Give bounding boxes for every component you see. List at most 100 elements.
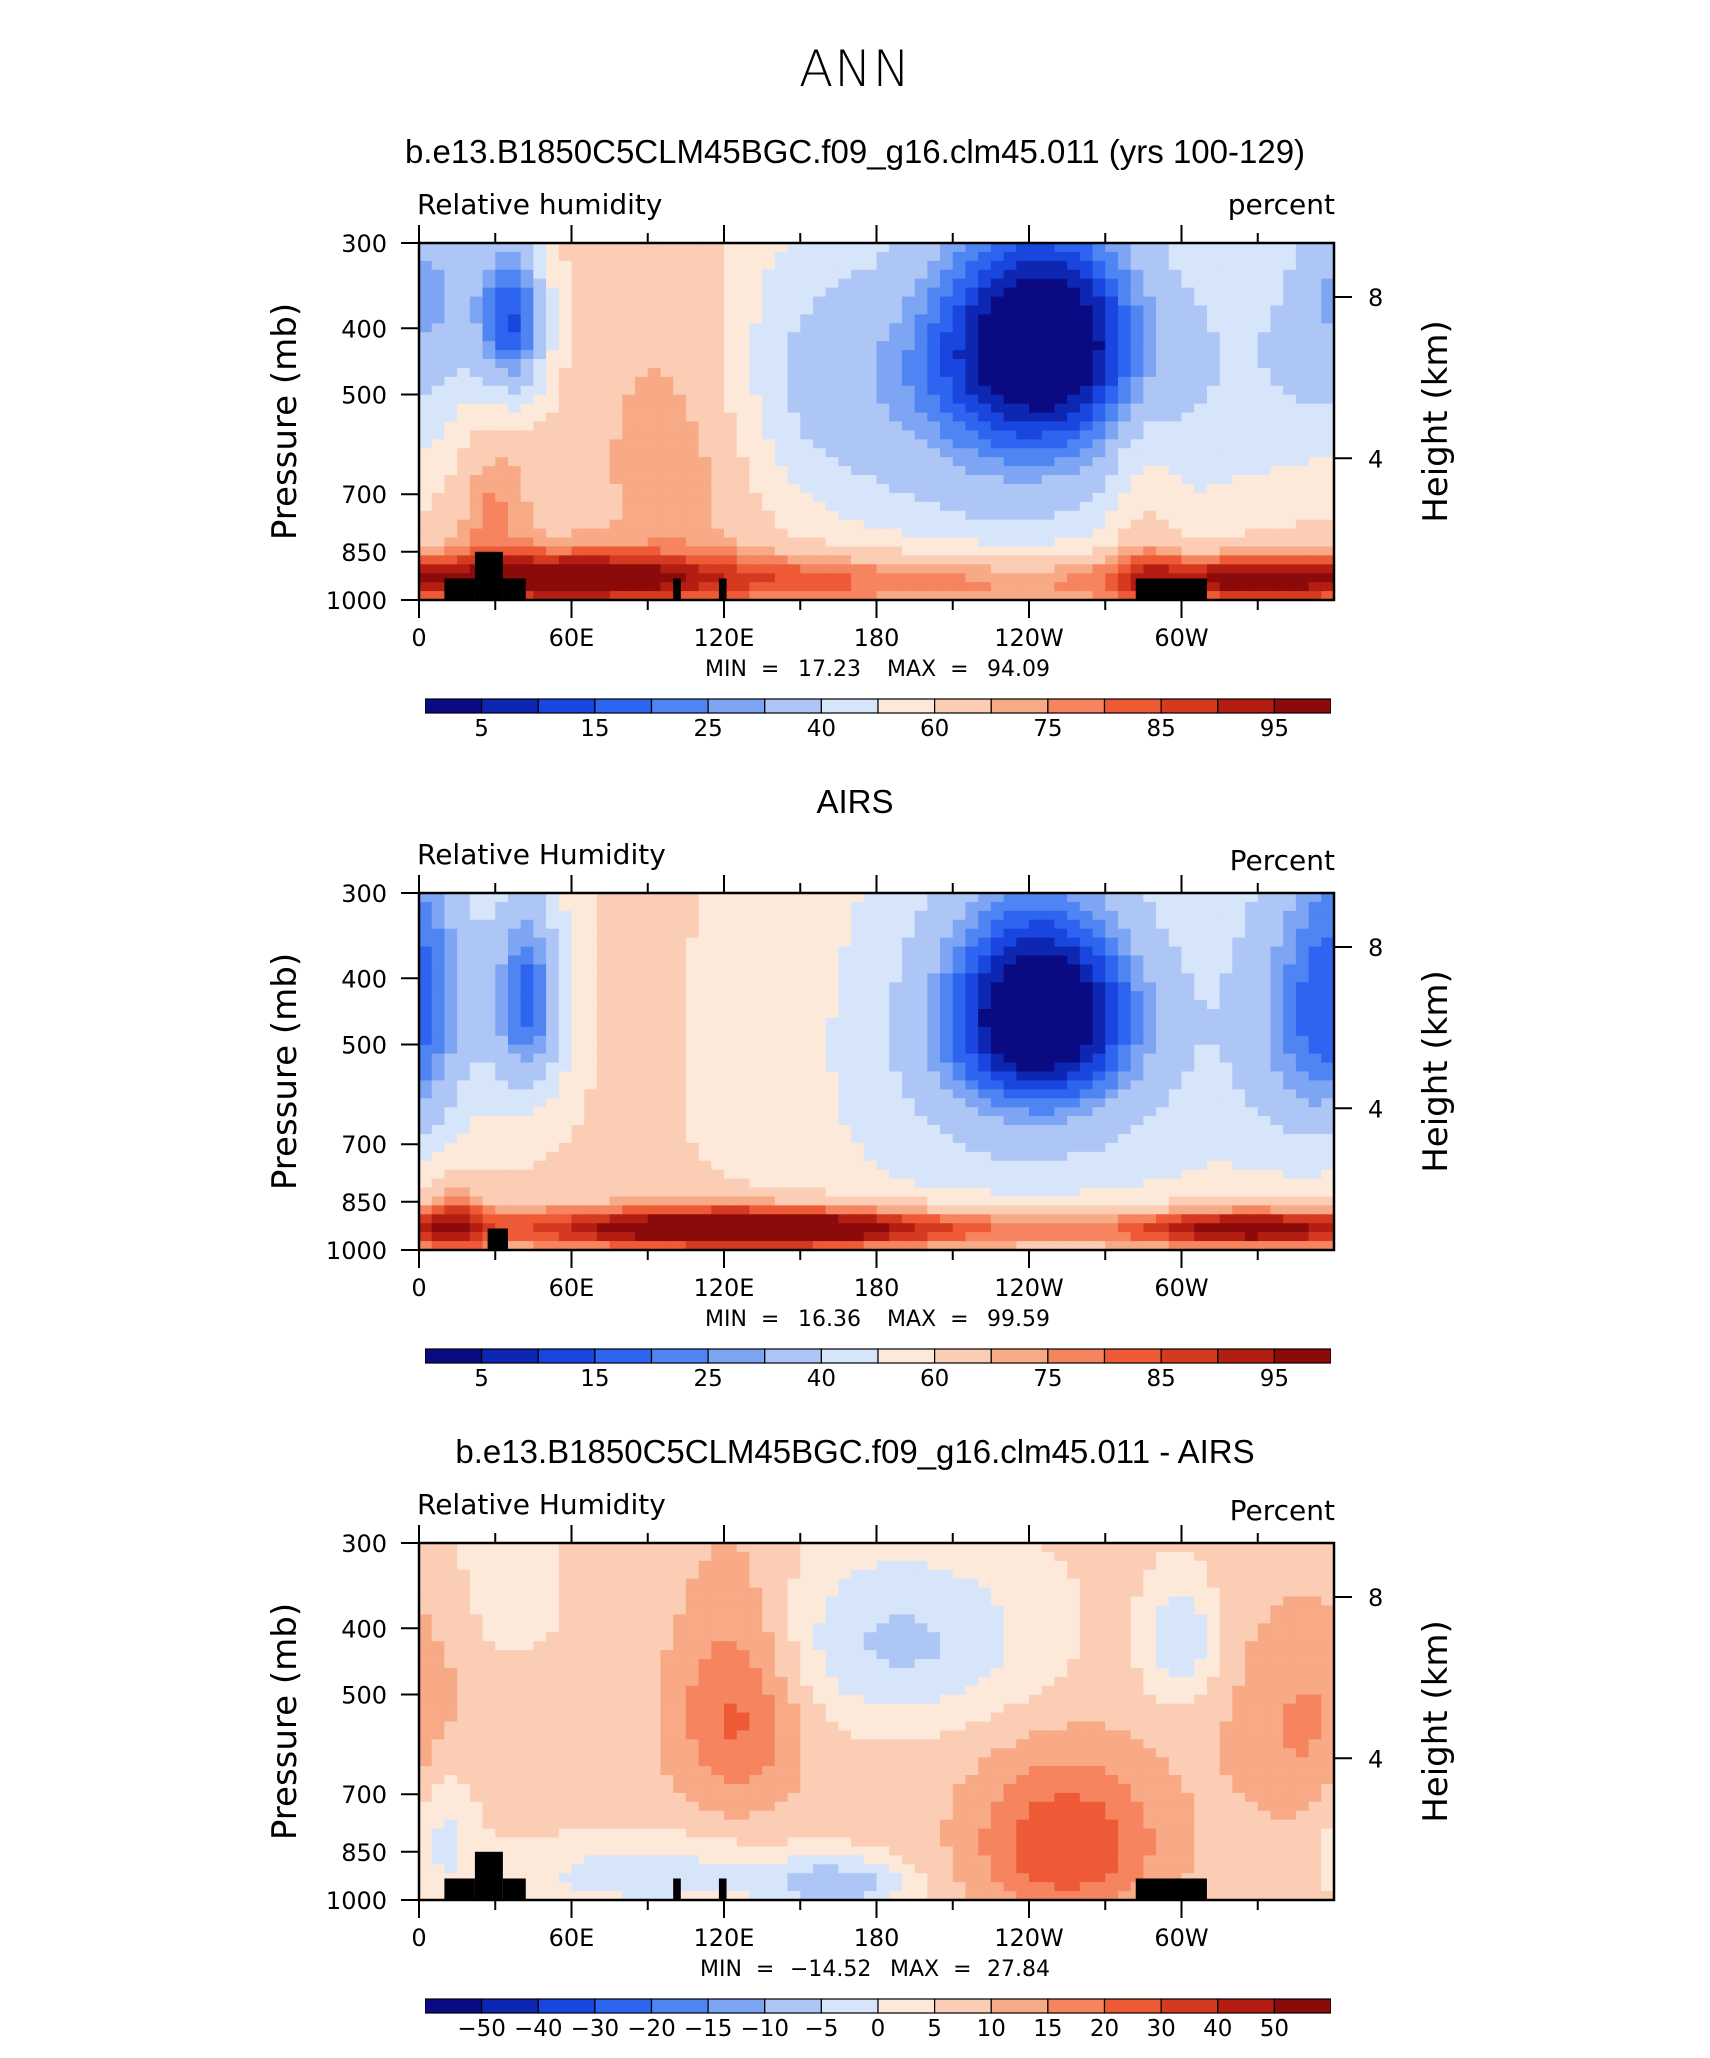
contour-cell xyxy=(851,448,864,458)
contour-cell xyxy=(762,991,775,1001)
contour-cell xyxy=(1004,1116,1017,1126)
contour-cell xyxy=(1258,546,1271,556)
contour-cell xyxy=(788,413,801,423)
contour-cell xyxy=(495,439,508,449)
contour-cell xyxy=(965,484,978,494)
contour-cell xyxy=(1143,368,1156,378)
contour-cell xyxy=(572,297,585,307)
contour-cell xyxy=(1004,1018,1017,1028)
contour-cell xyxy=(864,955,877,965)
contour-cell xyxy=(1232,555,1245,565)
contour-cell xyxy=(1283,270,1296,280)
contour-cell xyxy=(686,359,699,369)
contour-cell xyxy=(572,538,585,548)
contour-cell xyxy=(597,475,610,485)
contour-cell xyxy=(597,929,610,939)
contour-cell xyxy=(1270,404,1283,414)
contour-cell xyxy=(927,893,940,903)
contour-cell xyxy=(1207,991,1220,1001)
contour-cell xyxy=(1232,493,1245,503)
contour-cell xyxy=(1296,368,1309,378)
contour-cell xyxy=(800,323,813,333)
contour-cell xyxy=(444,395,457,405)
contour-cell xyxy=(1169,955,1182,965)
contour-cell xyxy=(711,538,724,548)
contour-cell xyxy=(673,1063,686,1073)
contour-cell xyxy=(724,430,737,440)
contour-cell xyxy=(737,314,750,324)
contour-cell xyxy=(927,520,940,530)
contour-cell xyxy=(1093,955,1106,965)
contour-cell xyxy=(762,475,775,485)
contour-cell xyxy=(877,484,890,494)
contour-cell xyxy=(1245,404,1258,414)
contour-cell xyxy=(673,1027,686,1037)
contour-cell xyxy=(1093,439,1106,449)
contour-cell xyxy=(1232,475,1245,485)
contour-cell xyxy=(1270,368,1283,378)
contour-cell xyxy=(826,920,839,930)
contour-cell xyxy=(1080,1072,1093,1082)
contour-cell xyxy=(635,422,648,432)
contour-cell xyxy=(1093,457,1106,467)
contour-cell xyxy=(559,991,572,1001)
contour-cell xyxy=(889,1054,902,1064)
contour-cell xyxy=(1105,1054,1118,1064)
contour-cell xyxy=(813,1009,826,1019)
contour-cell xyxy=(1029,261,1042,271)
contour-cell xyxy=(521,938,534,948)
contour-cell xyxy=(978,261,991,271)
contour-cell xyxy=(1283,448,1296,458)
contour-cell xyxy=(660,368,673,378)
contour-cell xyxy=(584,893,597,903)
contour-cell xyxy=(1029,1089,1042,1099)
contour-cell xyxy=(508,297,521,307)
contour-cell xyxy=(673,484,686,494)
contour-cell xyxy=(699,582,712,592)
contour-cell xyxy=(622,377,635,387)
contour-cell xyxy=(483,973,496,983)
contour-cell xyxy=(864,395,877,405)
contour-cell xyxy=(775,1000,788,1010)
contour-cell xyxy=(1093,1089,1106,1099)
contour-cell xyxy=(762,982,775,992)
contour-cell xyxy=(965,341,978,351)
contour-cell xyxy=(610,1027,623,1037)
contour-cell xyxy=(521,484,534,494)
contour-cell xyxy=(838,314,851,324)
contour-cell xyxy=(965,493,978,503)
contour-cell xyxy=(699,323,712,333)
contour-cell xyxy=(1105,439,1118,449)
contour-cell xyxy=(965,991,978,1001)
contour-cell xyxy=(559,493,572,503)
contour-cell xyxy=(927,1036,940,1046)
contour-cell xyxy=(1258,368,1271,378)
contour-cell xyxy=(864,484,877,494)
contour-cell xyxy=(711,314,724,324)
contour-cell xyxy=(927,911,940,921)
contour-cell xyxy=(978,520,991,530)
contour-cell xyxy=(940,305,953,315)
contour-cell xyxy=(597,1080,610,1090)
contour-cell xyxy=(1105,920,1118,930)
contour-cell xyxy=(660,1089,673,1099)
contour-cell xyxy=(1105,947,1118,957)
contour-cell xyxy=(686,1080,699,1090)
contour-cell xyxy=(1016,538,1029,548)
contour-cell xyxy=(419,413,432,423)
contour-cell xyxy=(940,582,953,592)
contour-cell xyxy=(533,466,546,476)
contour-cell xyxy=(737,947,750,957)
contour-cell xyxy=(584,413,597,423)
contour-cell xyxy=(1270,457,1283,467)
contour-cell xyxy=(927,1045,940,1055)
contour-cell xyxy=(1080,982,1093,992)
contour-cell xyxy=(444,920,457,930)
contour-cell xyxy=(1220,520,1233,530)
contour-cell xyxy=(419,1125,432,1135)
contour-cell xyxy=(660,955,673,965)
contour-cell xyxy=(1182,1045,1195,1055)
contour-cell xyxy=(444,341,457,351)
contour-cell xyxy=(991,929,1004,939)
contour-cell xyxy=(1118,1134,1131,1144)
